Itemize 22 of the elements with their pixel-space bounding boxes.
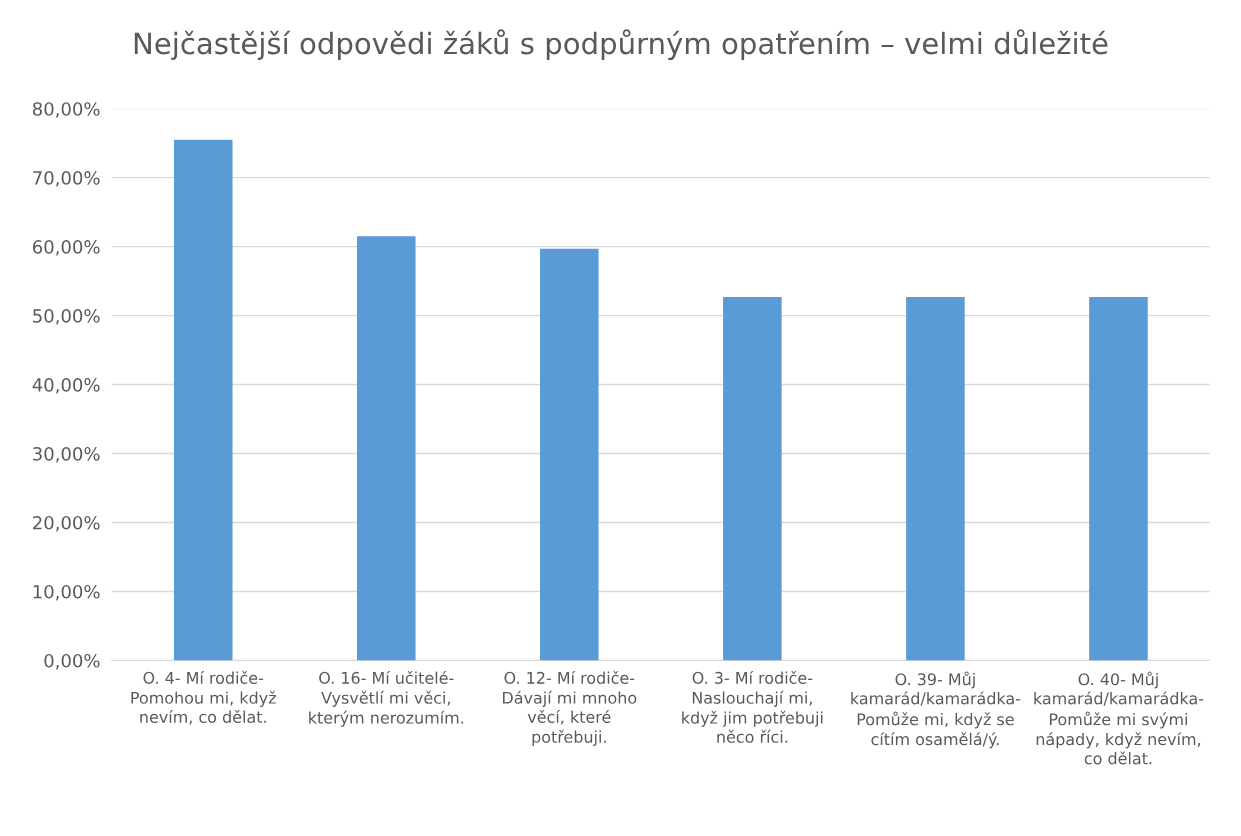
y-tick-label: 70,00% — [33, 171, 100, 187]
x-tick-label: O. 3- Mí rodiče-Naslouchají mi, když jim potřebuji něco říci. — [682, 670, 823, 743]
y-tick-label: 20,00% — [33, 515, 100, 532]
bar — [540, 248, 599, 661]
x-tick-label: O. 4- Mí rodiče-Pomohou mi, když nevím, co dělat. — [131, 670, 276, 725]
y-tick-label: 0,00% — [44, 653, 100, 670]
y-tick-label: 10,00% — [33, 584, 100, 601]
y-tick-label: 50,00% — [33, 309, 100, 325]
x-tick-label: O. 40- Můj kamarád/kamarádka-Pomůže mi svými nápady, když nevím, co dělat. — [1034, 671, 1204, 765]
x-tick-label: O. 12- Mí rodiče-Dávají mi mnoho věcí, které potřebuji. — [503, 670, 637, 746]
bar — [173, 139, 233, 661]
chart-title: Nejčastější odpovědi žáků s podpůrným opatřením – velmi důležité — [134, 29, 1108, 61]
bar — [723, 296, 782, 661]
y-tick-label: 40,00% — [32, 378, 100, 394]
x-tick-label: O. 39- Můj kamarád/kamarádka-Pomůže mi, když se cítím osamělá/ý. — [851, 671, 1021, 749]
y-tick-label: 60,00% — [32, 240, 100, 256]
bar — [1089, 296, 1148, 661]
y-tick-label: 80,00% — [32, 102, 100, 118]
x-tick-label: O. 16- Mí učitelé-Vysvětlí mi věci, kterým nerozumím. — [309, 670, 464, 727]
bar — [356, 236, 416, 661]
bar — [906, 296, 965, 661]
y-tick-label: 30,00% — [33, 446, 100, 463]
